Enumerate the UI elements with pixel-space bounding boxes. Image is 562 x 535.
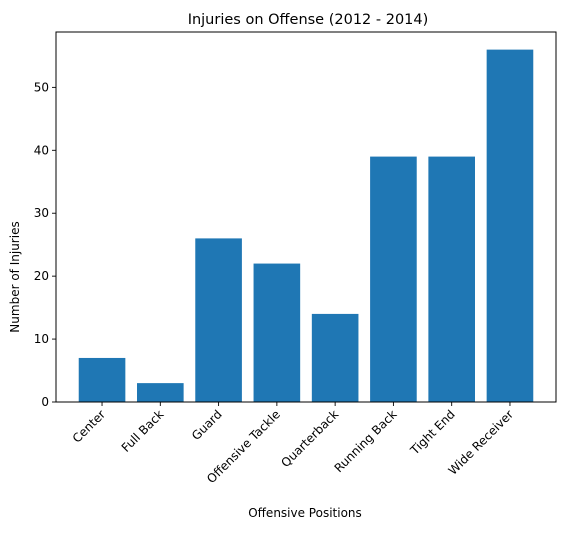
- bar-guard: [195, 238, 242, 402]
- x-tick-label-running-back: Running Back: [332, 407, 400, 475]
- bar-tight-end: [428, 156, 475, 402]
- x-tick-label-tight-end: Tight End: [407, 407, 458, 458]
- y-tick-label-20: 20: [34, 269, 49, 283]
- bar-center: [78, 357, 126, 402]
- y-tick-label-10: 10: [34, 332, 49, 346]
- x-tick-label-full-back: Full Back: [119, 407, 167, 455]
- y-tick-label-30: 30: [34, 206, 49, 220]
- x-tick-label-center: Center: [70, 407, 109, 446]
- y-tick-label-50: 50: [34, 80, 49, 94]
- y-tick-label-0: 0: [41, 395, 49, 409]
- x-tick-label-guard: Guard: [189, 407, 225, 443]
- x-axis-label: Offensive Positions: [248, 506, 362, 520]
- bars-group: [78, 49, 534, 402]
- chart-title: Injuries on Offense (2012 - 2014): [188, 12, 429, 28]
- bar-offensive-tackle: [253, 263, 301, 402]
- bar-wide-receiver: [486, 49, 534, 402]
- y-axis-label: Number of Injuries: [8, 221, 22, 332]
- bar-full-back: [137, 383, 184, 402]
- plot-frame: [55, 31, 557, 403]
- y-tick-label-40: 40: [34, 143, 49, 157]
- bar-running-back: [370, 156, 417, 402]
- x-tick-label-quarterback: Quarterback: [278, 407, 341, 470]
- bar-quarterback: [311, 313, 359, 402]
- y-axis-ticks: 0 10 20 30 40 50: [34, 80, 56, 409]
